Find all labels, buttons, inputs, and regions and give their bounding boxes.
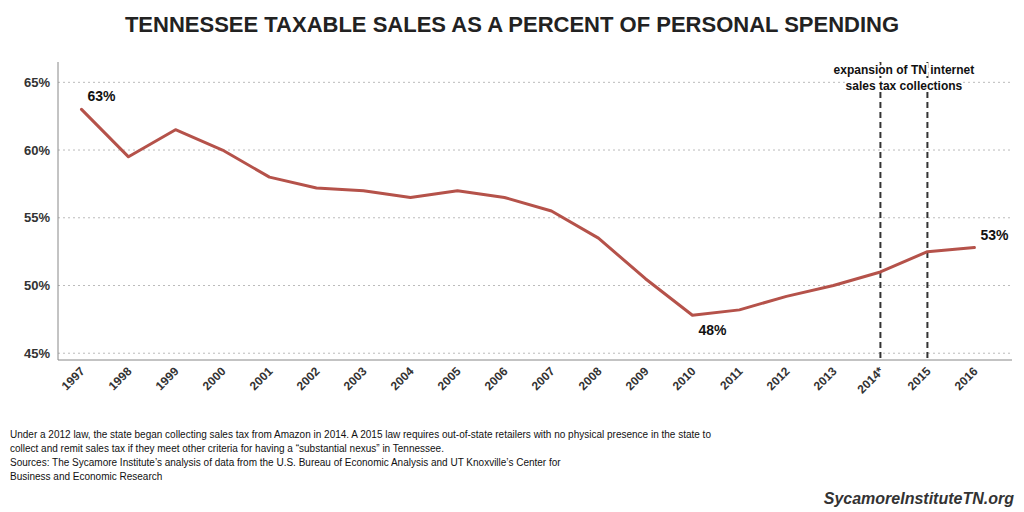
footnote-line: Sources: The Sycamore Institute’s analys… [10,457,561,468]
x-tick-label: 2015 [905,364,934,393]
y-tick-label: 65% [24,75,50,90]
y-tick-label: 50% [24,278,50,293]
x-axis: 1997 1998 1999 2000 2001 2002 2003 2004 2005 2006… [59,364,981,396]
x-tick-label: 2016 [952,364,981,393]
x-tick-label: 2011 [717,364,746,393]
x-tick-label: 2000 [200,364,229,393]
grid-line [58,285,1012,286]
x-tick-label: 1997 [59,364,88,393]
annotation: 53% [980,227,1009,243]
chart-container: TENNESSEE TAXABLE SALES AS A PERCENT OF … [0,0,1024,512]
x-tick-label: 2007 [529,364,558,393]
reference-lines [880,62,927,360]
x-tick-label: 2002 [294,364,323,393]
y-tick-label: 45% [24,346,50,361]
x-tick-label: 2001 [247,364,276,393]
annotation-line: sales tax collections [846,79,963,93]
x-axis-line [58,360,1012,361]
series [82,109,975,315]
footnote-line: Business and Economic Research [10,471,162,482]
x-tick-label: 2014* [854,364,886,396]
y-axis: 45% 50% 55% 60% 65% [24,62,1012,361]
title: TENNESSEE TAXABLE SALES AS A PERCENT OF … [125,12,899,37]
footnote-line: collect and remit sales tax if they meet… [10,443,444,454]
x-tick-label: 2012 [764,364,793,393]
annotation: expansion of TN internet sales tax collec… [834,63,975,93]
x-tick-label: 2008 [576,364,605,393]
annotations: 63% 48% 53% expansion of TN internet sales t… [87,63,1008,338]
y-axis-line [58,62,59,360]
x-tick-label: 2004 [388,364,417,393]
x-tick-label: 2010 [670,364,699,393]
brand: SycamoreInstituteTN.org [824,490,1014,507]
grid-line [58,150,1012,151]
grid-line [58,353,1012,354]
annotation: 63% [87,88,116,104]
grid-line [58,217,1012,218]
reference-line [879,62,881,360]
annotation: 48% [698,322,727,338]
annotation-line: expansion of TN internet [834,63,975,77]
footnote: Under a 2012 law, the state began collec… [10,429,711,482]
x-tick-label: 2003 [341,364,370,393]
y-tick-label: 55% [24,210,50,225]
grid [58,82,1012,353]
chart-svg: TENNESSEE TAXABLE SALES AS A PERCENT OF … [0,0,1024,512]
reference-line [926,62,928,360]
x-tick-label: 2005 [435,364,464,393]
x-tick-label: 2013 [811,364,840,393]
x-tick-label: 1999 [153,364,182,393]
y-tick-label: 60% [24,143,50,158]
footnote-line: Under a 2012 law, the state began collec… [10,429,711,440]
x-tick-label: 2006 [482,364,511,393]
x-tick-label: 1998 [106,364,135,393]
data-line [82,109,975,315]
x-tick-label: 2009 [623,364,652,393]
